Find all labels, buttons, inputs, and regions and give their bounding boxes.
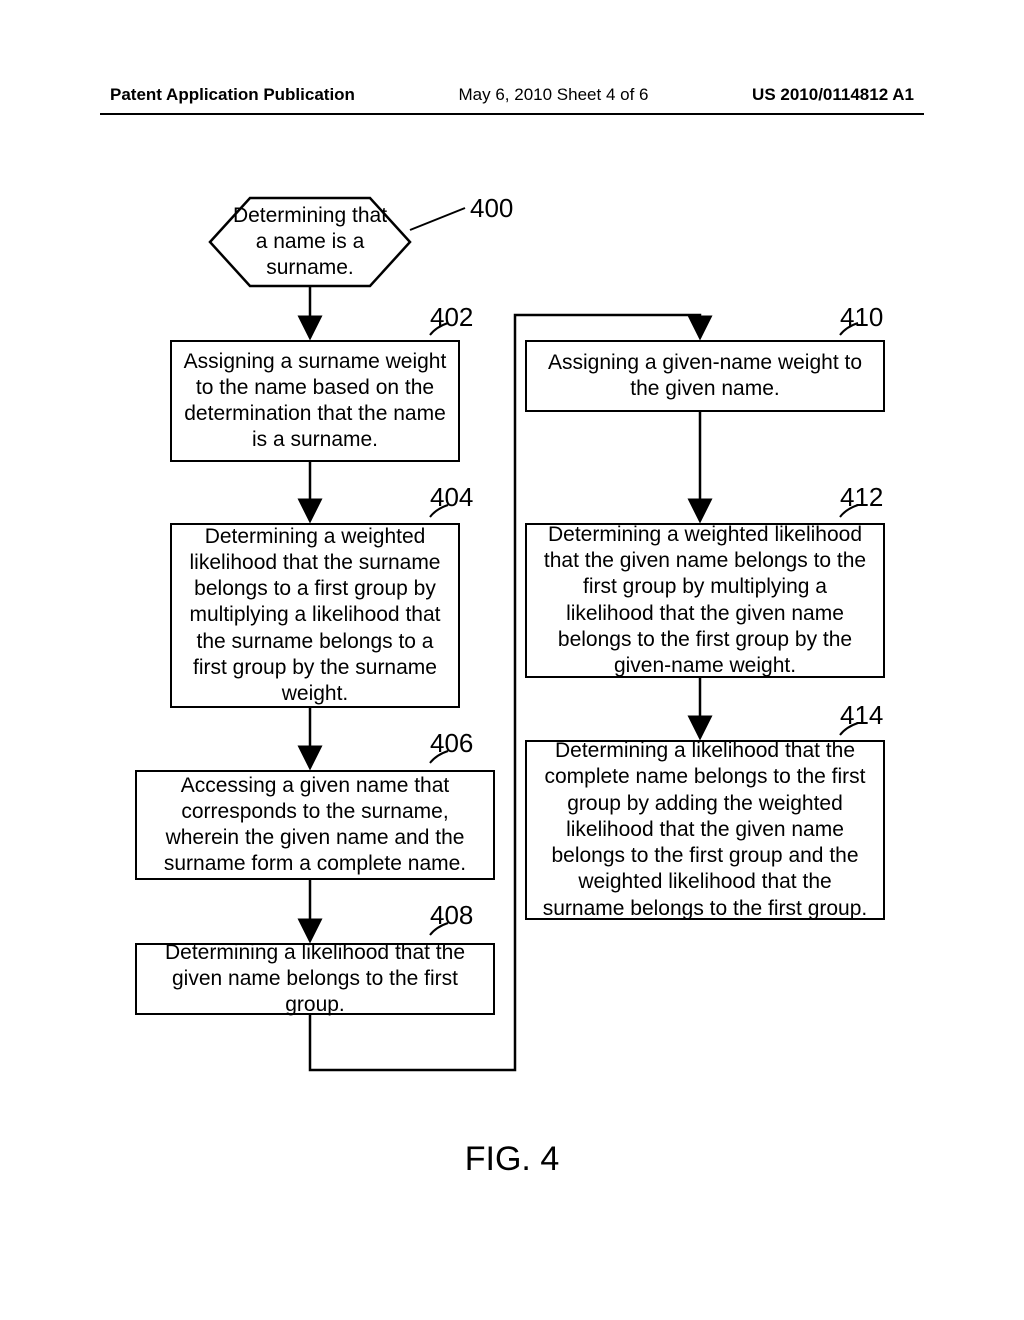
figure-caption: FIG. 4 <box>100 1140 924 1179</box>
header-middle: May 6, 2010 Sheet 4 of 6 <box>459 85 649 105</box>
node-406: Accessing a given name that corresponds … <box>135 770 495 880</box>
label-412: 412 <box>840 482 883 513</box>
node-404: Determining a weighted likelihood that t… <box>170 523 460 708</box>
node-408: Determining a likelihood that the given … <box>135 943 495 1015</box>
label-408: 408 <box>430 900 473 931</box>
page-header: Patent Application Publication May 6, 20… <box>110 85 914 105</box>
label-402: 402 <box>430 302 473 333</box>
label-404: 404 <box>430 482 473 513</box>
label-406: 406 <box>430 728 473 759</box>
header-left: Patent Application Publication <box>110 85 355 105</box>
flowchart-diagram: Determining that a name is a surname. As… <box>100 175 924 1175</box>
node-414: Determining a likelihood that the comple… <box>525 740 885 920</box>
header-right: US 2010/0114812 A1 <box>752 85 914 105</box>
node-412: Determining a weighted likelihood that t… <box>525 523 885 678</box>
node-402: Assigning a surname weight to the name b… <box>170 340 460 462</box>
label-410: 410 <box>840 302 883 333</box>
node-410: Assigning a given-name weight to the giv… <box>525 340 885 412</box>
node-400-text: Determining that a name is a surname. <box>215 205 405 279</box>
label-400: 400 <box>470 193 513 224</box>
label-414: 414 <box>840 700 883 731</box>
header-rule <box>100 113 924 115</box>
